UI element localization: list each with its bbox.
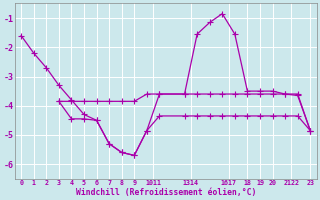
X-axis label: Windchill (Refroidissement éolien,°C): Windchill (Refroidissement éolien,°C) [76, 188, 256, 197]
